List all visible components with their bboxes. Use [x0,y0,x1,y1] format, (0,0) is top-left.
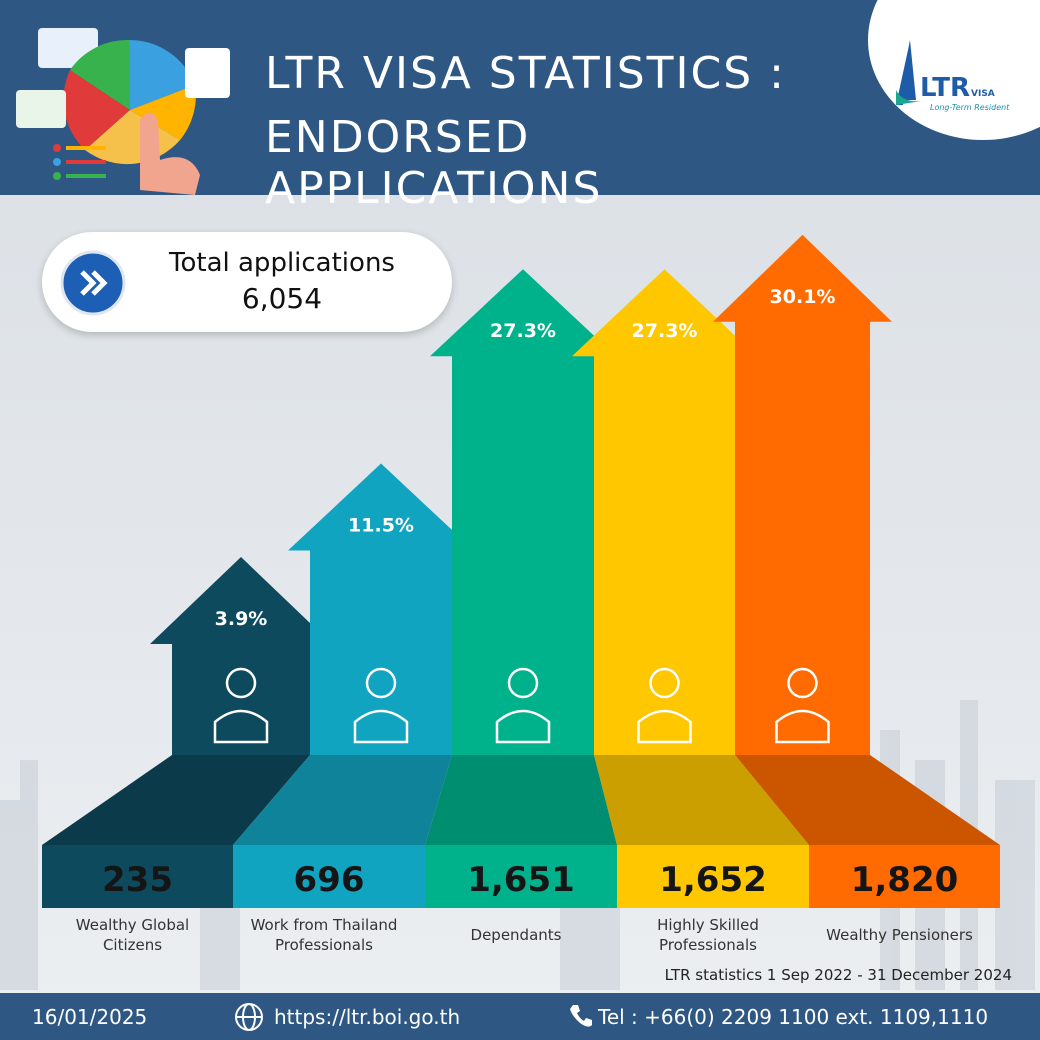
total-badge: Total applications 6,054 [42,232,452,332]
arrow [430,269,616,755]
icon-head [787,667,818,699]
arrow [288,463,474,755]
total-label: Total applications [169,248,395,278]
note: LTR statistics 1 Sep 2022 - 31 December … [664,966,1012,984]
icon-head [365,667,397,699]
icon-body [213,709,269,744]
category-label: Wealthy Pensioners [826,926,973,944]
title: LTR VISA STATISTICS : [265,48,786,99]
value-label: 1,651 [467,860,575,900]
logo: LTR VISA Long-Term Resident [868,0,1040,140]
share-label: 11.5% [348,515,414,537]
icon-head [649,667,680,699]
logo-tagline: Long-Term Resident [930,103,1010,112]
value-label: 696 [294,860,365,900]
icon-head [225,667,257,699]
footer: 16/01/2025 https://ltr.boi.go.th Tel : +… [0,993,1040,1040]
logo-brand: LTR [920,73,970,103]
footer-url: https://ltr.boi.go.th [274,1005,461,1029]
icon-body [775,709,830,744]
value-bar [233,845,425,908]
person-icon [775,667,830,744]
header-illustration [16,28,230,195]
value-bar [42,845,233,908]
floor [42,755,310,845]
floor [735,755,1000,845]
share-label: 27.3% [632,320,698,342]
icon-body [353,709,409,744]
logo-visa: VISA [971,89,995,99]
footer-date: 16/01/2025 [32,1005,148,1029]
person-icon [213,667,269,744]
header: LTR VISA STATISTICS : ENDORSED APPLICATI… [0,0,1040,214]
value-bar [425,845,617,908]
phone-icon [570,1005,592,1027]
globe-icon [235,1003,263,1031]
floor [594,755,809,845]
icon-body [637,709,692,744]
subtitle: ENDORSED APPLICATIONS [265,112,603,214]
value-bar [617,845,809,908]
icon-body [495,709,551,744]
value-bar [809,845,1000,908]
floor [425,755,617,845]
category-label: Dependants [470,926,562,944]
person-icon [637,667,692,744]
person-icon [353,667,409,744]
arrow [572,269,757,755]
share-label: 27.3% [490,320,556,342]
value-label: 1,820 [851,860,959,900]
floor [233,755,452,845]
value-label: 1,652 [659,860,767,900]
category-label: Work from Thailand Professionals [250,916,398,954]
person-icon [495,667,551,744]
share-label: 30.1% [770,286,836,308]
value-label: 235 [102,860,173,900]
category-label: Highly Skilled Professionals [657,916,759,954]
total-value: 6,054 [241,282,323,315]
icon-head [507,667,539,699]
arrow [713,234,892,755]
badge-icon [60,250,126,316]
share-label: 3.9% [215,608,268,630]
footer-phone: Tel : +66(0) 2209 1100 ext. 1109,1110 [598,1005,989,1029]
arrow [150,557,332,755]
category-label: Wealthy Global Citizens [75,916,190,954]
logo-mark: LTR VISA Long-Term Resident [896,40,1010,112]
